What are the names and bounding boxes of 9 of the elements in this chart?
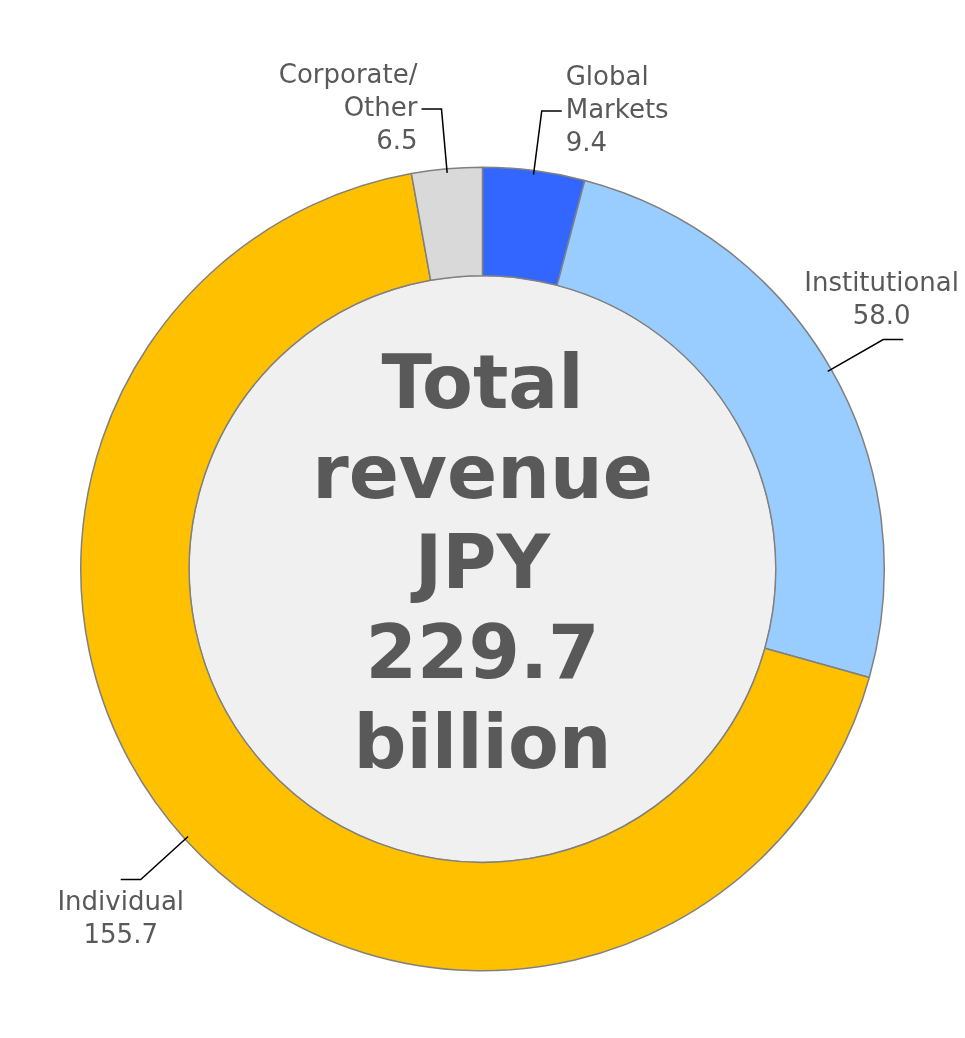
slice-label: Individual bbox=[57, 886, 185, 917]
data-label: 6.5 bbox=[376, 124, 418, 155]
slice-label: Corporate/Other bbox=[278, 58, 418, 122]
slice-label: Global Markets bbox=[565, 60, 669, 124]
data-label: 155.7 bbox=[83, 919, 158, 950]
data-label: 9.4 bbox=[565, 126, 608, 157]
slice-label: Institutional bbox=[804, 267, 959, 298]
text: Total revenue JPY 229.7 billion bbox=[312, 339, 653, 786]
data-label: 58.0 bbox=[852, 300, 911, 331]
